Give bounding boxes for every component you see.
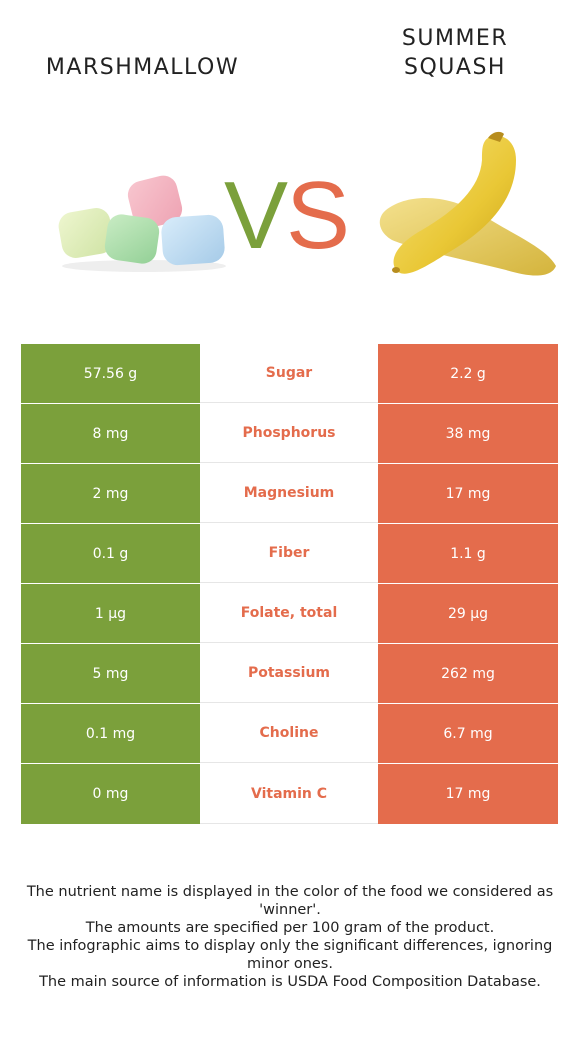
footnote-line: The infographic aims to display only the… [27, 938, 553, 972]
marshmallow-image [54, 170, 232, 275]
right-value-cell: 262 mg [378, 644, 558, 703]
left-value-cell: 5 mg [21, 644, 200, 703]
right-value-cell: 17 mg [378, 464, 558, 523]
table-row: 5 mg Potassium 262 mg [21, 644, 558, 704]
footnote-line: The main source of information is USDA F… [39, 974, 541, 990]
left-value-cell: 2 mg [21, 464, 200, 523]
left-food-title: MARSHMALLOW [45, 55, 240, 80]
left-value-cell: 0.1 g [21, 524, 200, 583]
vs-label: V S [224, 168, 350, 258]
nutrient-name-cell: Fiber [200, 524, 378, 583]
left-value-cell: 8 mg [21, 404, 200, 463]
left-value-cell: 57.56 g [21, 344, 200, 403]
left-value-cell: 0.1 mg [21, 704, 200, 763]
right-value-cell: 29 µg [378, 584, 558, 643]
table-row: 0.1 g Fiber 1.1 g [21, 524, 558, 584]
nutrient-name-cell: Vitamin C [200, 764, 378, 824]
nutrient-name-cell: Sugar [200, 344, 378, 403]
right-food-title: SUMMER SQUASH [401, 26, 509, 80]
table-row: 2 mg Magnesium 17 mg [21, 464, 558, 524]
svg-text:V: V [224, 168, 288, 258]
nutrient-name-cell: Phosphorus [200, 404, 378, 463]
svg-text:S: S [286, 168, 350, 258]
nutrient-name-cell: Potassium [200, 644, 378, 703]
table-row: 57.56 g Sugar 2.2 g [21, 344, 558, 404]
table-row: 0 mg Vitamin C 17 mg [21, 764, 558, 824]
nutrient-name-cell: Folate, total [200, 584, 378, 643]
right-value-cell: 1.1 g [378, 524, 558, 583]
footnote: The nutrient name is displayed in the co… [20, 883, 560, 991]
table-row: 0.1 mg Choline 6.7 mg [21, 704, 558, 764]
footnote-line: The amounts are specified per 100 gram o… [85, 920, 495, 936]
nutrient-name-cell: Magnesium [200, 464, 378, 523]
summer-squash-image [376, 130, 562, 288]
left-value-cell: 0 mg [21, 764, 200, 824]
table-row: 8 mg Phosphorus 38 mg [21, 404, 558, 464]
right-value-cell: 6.7 mg [378, 704, 558, 763]
left-value-cell: 1 µg [21, 584, 200, 643]
footnote-line: The nutrient name is displayed in the co… [26, 884, 554, 918]
right-value-cell: 38 mg [378, 404, 558, 463]
right-value-cell: 2.2 g [378, 344, 558, 403]
table-row: 1 µg Folate, total 29 µg [21, 584, 558, 644]
right-value-cell: 17 mg [378, 764, 558, 824]
nutrient-name-cell: Choline [200, 704, 378, 763]
